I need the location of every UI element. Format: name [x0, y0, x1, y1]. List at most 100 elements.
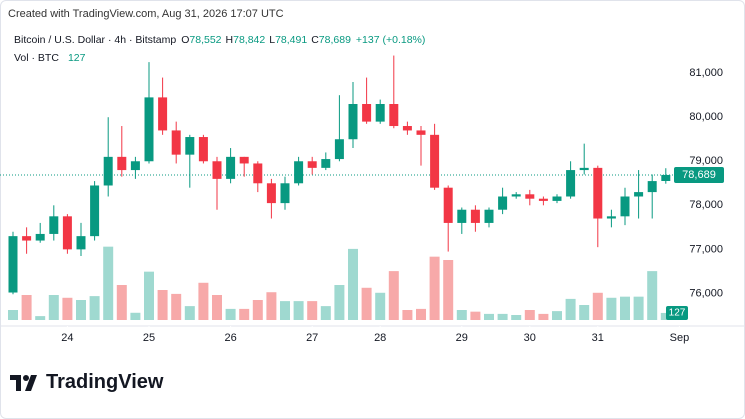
candle-body	[443, 187, 453, 223]
candle-body	[212, 161, 222, 179]
last-volume-tag	[666, 305, 688, 320]
volume-bar	[239, 308, 250, 320]
x-tick-label: 28	[374, 332, 386, 344]
y-tick-label: 80,000	[689, 111, 723, 123]
candle-body	[185, 137, 195, 155]
candle-body	[307, 161, 317, 168]
volume-bar	[484, 313, 494, 320]
candle-body	[49, 216, 59, 234]
candle-body	[8, 236, 18, 293]
candle-body	[620, 196, 630, 217]
x-tick-label: Sep	[670, 332, 690, 344]
volume-bar	[212, 295, 222, 320]
x-tick-label: 24	[61, 332, 73, 344]
candle-body	[334, 139, 344, 160]
candle-body	[22, 236, 32, 241]
x-tick-label: 29	[456, 332, 468, 344]
volume-bar	[225, 308, 236, 320]
candle-body	[130, 161, 140, 171]
ohlc-value: 78,689	[318, 34, 351, 46]
volume-key: Vol · BTC	[14, 52, 59, 64]
candle-body	[552, 196, 562, 201]
candle-body	[375, 104, 385, 122]
brand-logo	[10, 374, 37, 391]
volume-bar	[103, 246, 114, 320]
volume-bar	[524, 310, 535, 320]
last-price-label: 78,689	[682, 169, 716, 181]
candle-body	[498, 196, 508, 210]
brand: TradingView	[10, 371, 163, 394]
candle-body	[239, 156, 249, 164]
candle-body	[634, 192, 644, 197]
volume-bar	[116, 285, 127, 320]
volume-bar	[157, 290, 168, 320]
candle-body	[266, 183, 276, 204]
candle-body	[294, 161, 304, 184]
volume-bar	[184, 306, 195, 320]
candle-body	[430, 134, 440, 188]
volume-bar	[375, 292, 386, 320]
volume-bar	[538, 313, 549, 320]
volume-bar	[144, 271, 154, 320]
volume-bar	[21, 295, 32, 320]
volume-bar	[606, 297, 617, 320]
candle-body	[661, 174, 671, 181]
volume-bar	[348, 248, 358, 320]
candle-body	[416, 130, 426, 135]
candle-body	[525, 194, 535, 199]
volume-bar	[497, 313, 508, 320]
x-tick-label: 30	[524, 332, 536, 344]
candle-body	[198, 137, 208, 162]
ohlc-key: H	[225, 34, 234, 46]
volume-bar	[171, 293, 182, 320]
volume-bar	[320, 306, 331, 320]
candle-body	[362, 104, 372, 122]
ohlc-key: O	[181, 34, 190, 46]
candle-body	[402, 126, 412, 131]
volume-bar	[402, 310, 413, 320]
candle-body	[62, 216, 72, 250]
ohlc-value: 78,842	[233, 34, 266, 46]
candle-body	[144, 97, 154, 162]
candle-body	[484, 209, 494, 223]
volume-bar	[579, 305, 590, 320]
volume-bar	[334, 285, 345, 320]
volume-bar	[565, 298, 576, 320]
volume-bar	[89, 296, 100, 320]
volume-bar	[647, 271, 658, 320]
volume-bar	[62, 297, 73, 320]
volume-bar	[307, 301, 318, 320]
volume-bar	[660, 312, 671, 320]
volume-value: 127	[67, 52, 86, 64]
volume-bar	[511, 315, 522, 320]
candle-body	[348, 104, 358, 140]
volume-bar	[48, 295, 59, 320]
volume-bar	[8, 310, 18, 320]
candle-body	[90, 185, 100, 237]
y-tick-label: 78,000	[689, 199, 723, 211]
candle-body	[511, 194, 521, 197]
x-tick-label: 27	[306, 332, 318, 344]
x-tick-label: 31	[592, 332, 604, 344]
ohlc: O78,552 H78,842 L78,491 C78,689	[181, 34, 351, 46]
candle-body	[158, 97, 168, 131]
volume-bar	[361, 287, 372, 320]
volume-bar	[429, 256, 440, 320]
candle-body	[103, 156, 113, 186]
volume-legend: Vol · BTC 127	[14, 52, 85, 64]
candle-body	[566, 170, 576, 197]
y-tick-label: 76,000	[689, 287, 723, 299]
candle-body	[35, 233, 45, 241]
candle-body	[321, 159, 331, 168]
ohlc-item: C78,689	[311, 34, 351, 46]
candle-body	[253, 163, 263, 184]
last-volume-label: 127	[669, 308, 686, 319]
volume-bar	[592, 292, 603, 320]
volume-bar	[280, 301, 290, 320]
volume-bar	[470, 311, 481, 320]
candle-body	[579, 167, 589, 171]
ohlc-key: C	[311, 34, 319, 46]
volume-bar	[443, 260, 454, 320]
volume-bar	[130, 312, 141, 320]
